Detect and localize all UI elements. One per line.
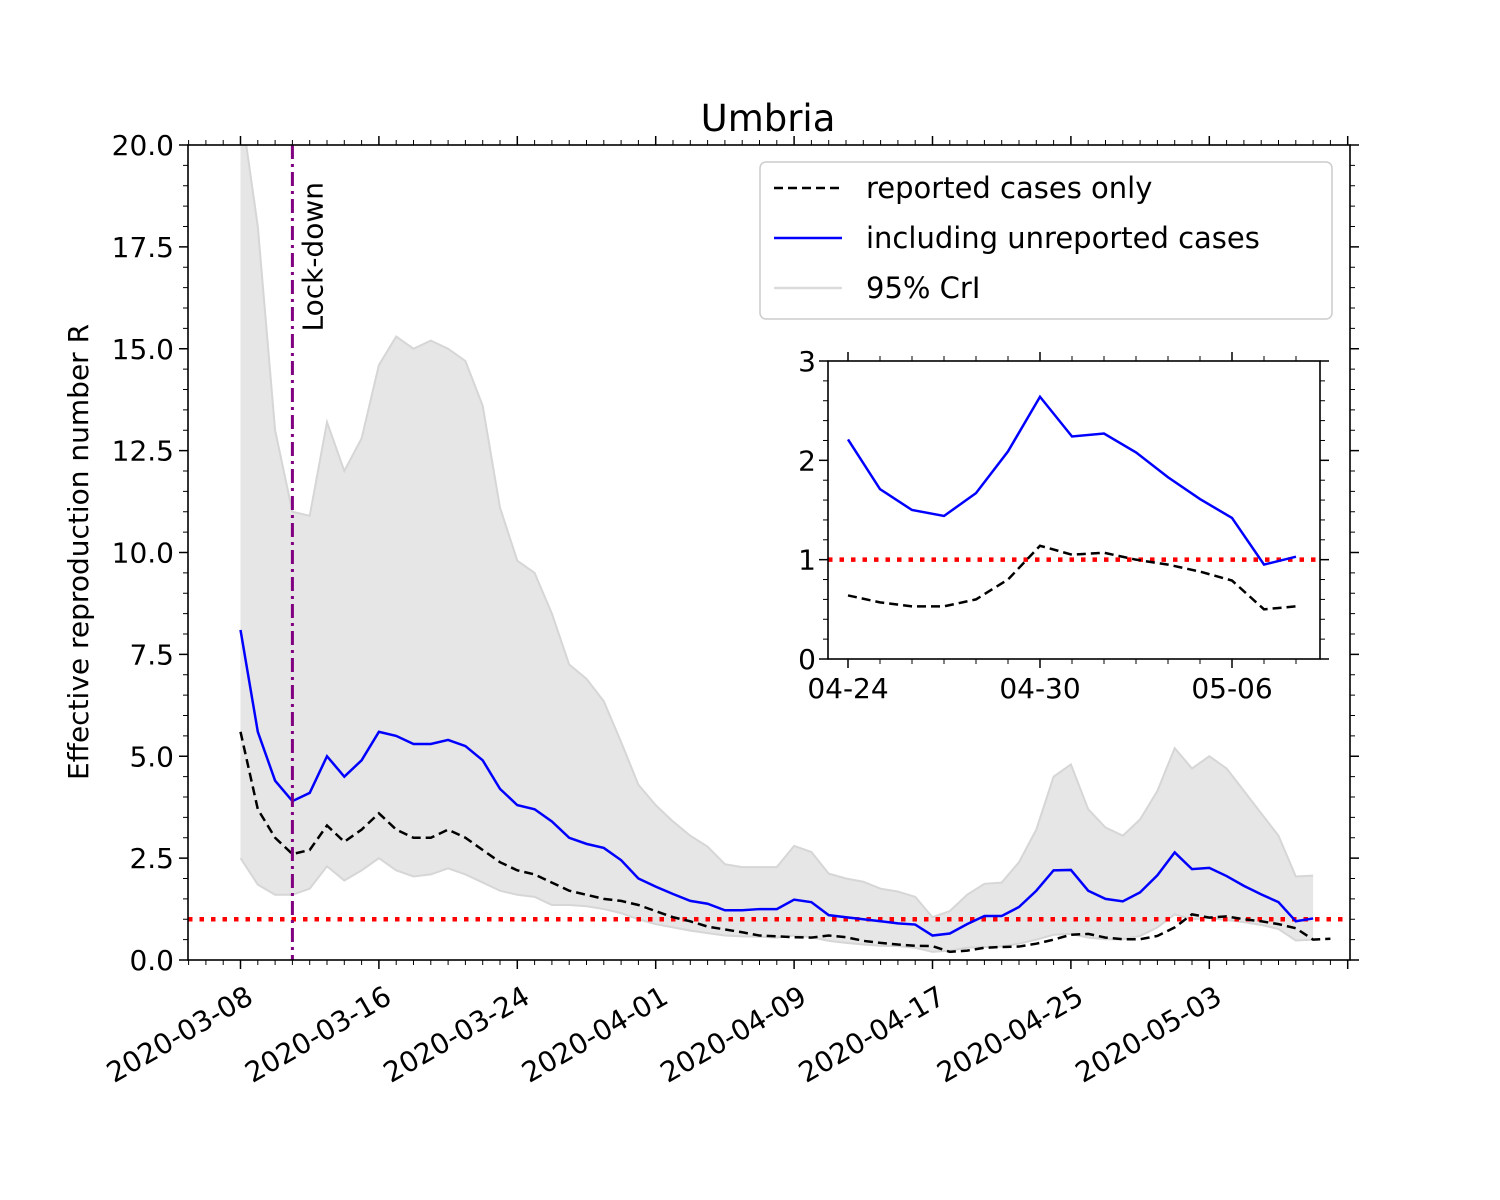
legend-label-cri: 95% CrI: [866, 271, 980, 305]
inset-reported-line: [847, 544, 1297, 611]
x-tick-label: 2020-04-17: [793, 979, 950, 1089]
legend: reported cases only including unreported…: [759, 161, 1333, 320]
x-tick-label: 2020-03-24: [378, 979, 535, 1089]
y-axis-label: Effective reproduction number R: [62, 324, 95, 780]
y-tick-label: 2.5: [129, 842, 174, 875]
plot-area: [188, 145, 1350, 954]
chart-title: Umbria: [701, 97, 836, 140]
y-tick-label: 0.0: [129, 944, 174, 977]
cri-lower-line: [239, 856, 1314, 953]
inset-plot-area: [828, 394, 1320, 611]
y-tick-label: 20.0: [112, 129, 174, 162]
x-tick-label: 2020-04-25: [931, 979, 1088, 1089]
cri-band: [240, 145, 1314, 952]
x-tick-label: 2020-04-01: [516, 979, 673, 1089]
cri-upper-line: [245, 145, 1314, 919]
legend-frame: [759, 161, 1333, 320]
y-tick-label: 7.5: [129, 638, 174, 671]
y-tick-label: 12.5: [112, 435, 174, 468]
inset-plot: 0 1 2 3 04-24 04-30 05-06: [798, 345, 1329, 705]
inset-unreported-line: [846, 394, 1297, 567]
x-tick-label: 2020-04-09: [655, 979, 812, 1089]
y-tick-label: 15.0: [112, 333, 174, 366]
y-tick-label: 17.5: [112, 231, 174, 264]
inset-y-tick-label: 3: [798, 345, 816, 378]
inset-background: [828, 361, 1320, 659]
series-unreported-line: [239, 629, 1314, 937]
lockdown-label: Lock-down: [296, 182, 329, 332]
inset-y-tick-label: 2: [798, 444, 816, 477]
inset-x-tick-label: 04-24: [807, 672, 888, 705]
inset-frame: [827, 360, 1321, 660]
legend-label-unreported: including unreported cases: [866, 221, 1260, 255]
legend-label-reported: reported cases only: [866, 171, 1152, 205]
y-tick-label: 5.0: [129, 740, 174, 773]
y-tick-label: 10.0: [112, 537, 174, 570]
series-reported-line: [239, 731, 1331, 954]
x-tick-label: 2020-03-16: [239, 979, 396, 1089]
inset-x-tick-label: 04-30: [999, 672, 1080, 705]
inset-y-tick-label: 0: [798, 643, 816, 676]
inset-x-tick-label: 05-06: [1191, 672, 1272, 705]
inset-y-tick-label: 1: [798, 544, 816, 577]
x-tick-label: 2020-05-03: [1070, 979, 1227, 1089]
x-tick-label: 2020-03-08: [101, 979, 258, 1089]
